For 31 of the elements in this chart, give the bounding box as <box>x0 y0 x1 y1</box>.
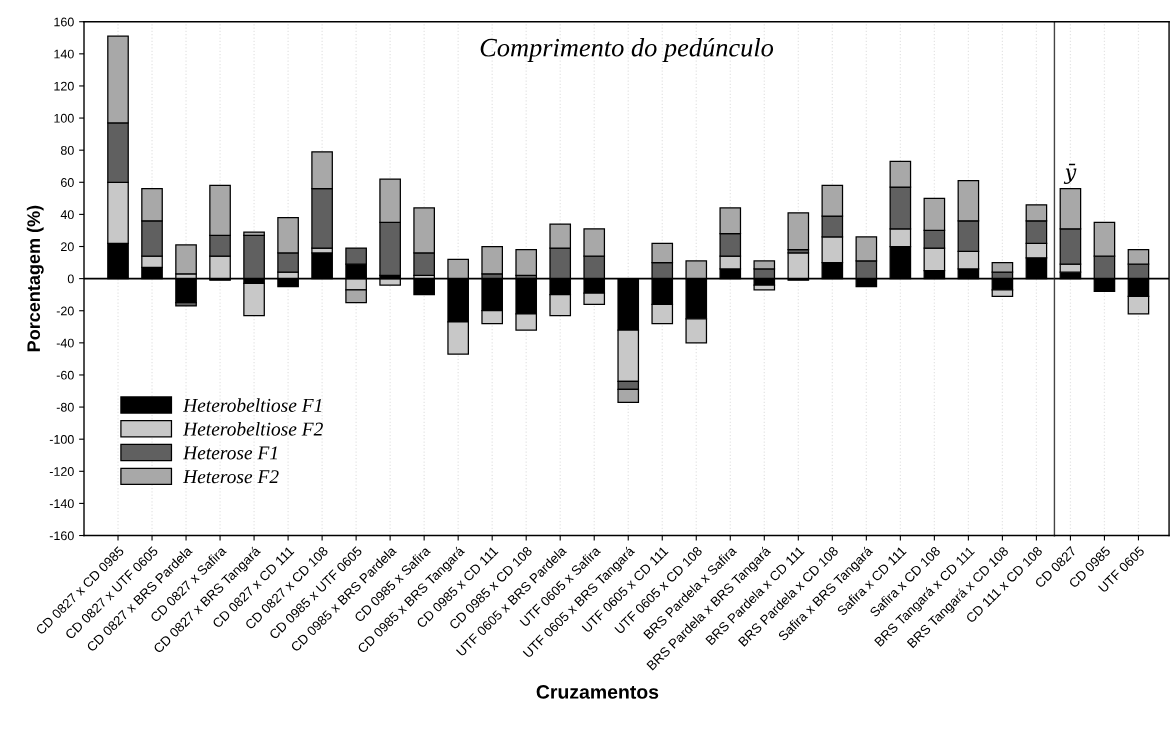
legend-label: Heterobeltiose F2 <box>182 422 323 436</box>
y-axis-title: Porcentagem (%) <box>26 205 44 352</box>
y-tick-label: 20 <box>61 242 74 252</box>
bar <box>481 245 504 275</box>
bar <box>787 212 810 251</box>
bar <box>243 282 265 317</box>
y-tick-label: 60 <box>61 178 74 187</box>
y-tick-label: -80 <box>56 402 74 412</box>
text: Comprimento do pedúnculo <box>480 38 774 62</box>
y-tick-label: -140 <box>49 499 74 509</box>
y-tick-label: 80 <box>60 145 74 155</box>
y-tick-label: -160 <box>49 531 74 541</box>
legend-label: Heterobeltiose F1 <box>182 398 322 412</box>
x-axis-title: Cruzamentos <box>536 685 659 699</box>
y-tick-label: -60 <box>56 370 74 380</box>
bar <box>753 284 776 291</box>
y-tick-label: 140 <box>54 49 74 59</box>
y-tick-label: 0 <box>67 274 74 284</box>
legend-label: Heterose F2 <box>182 470 279 484</box>
y-tick-label: -100 <box>49 434 74 444</box>
y-tick-label: -120 <box>49 467 74 476</box>
y-tick-label: -20 <box>56 306 74 316</box>
y-tick-label: 160 <box>54 17 74 27</box>
annotation: ȳ <box>1063 163 1077 184</box>
y-tick-label: 120 <box>54 81 74 91</box>
y-tick-label: -40 <box>56 338 74 348</box>
y-tick-label: 100 <box>54 113 74 123</box>
y-tick-label: 40 <box>60 210 74 220</box>
bar <box>175 244 197 275</box>
bar <box>515 249 538 277</box>
legend-label: Heterose F1 <box>182 446 277 460</box>
